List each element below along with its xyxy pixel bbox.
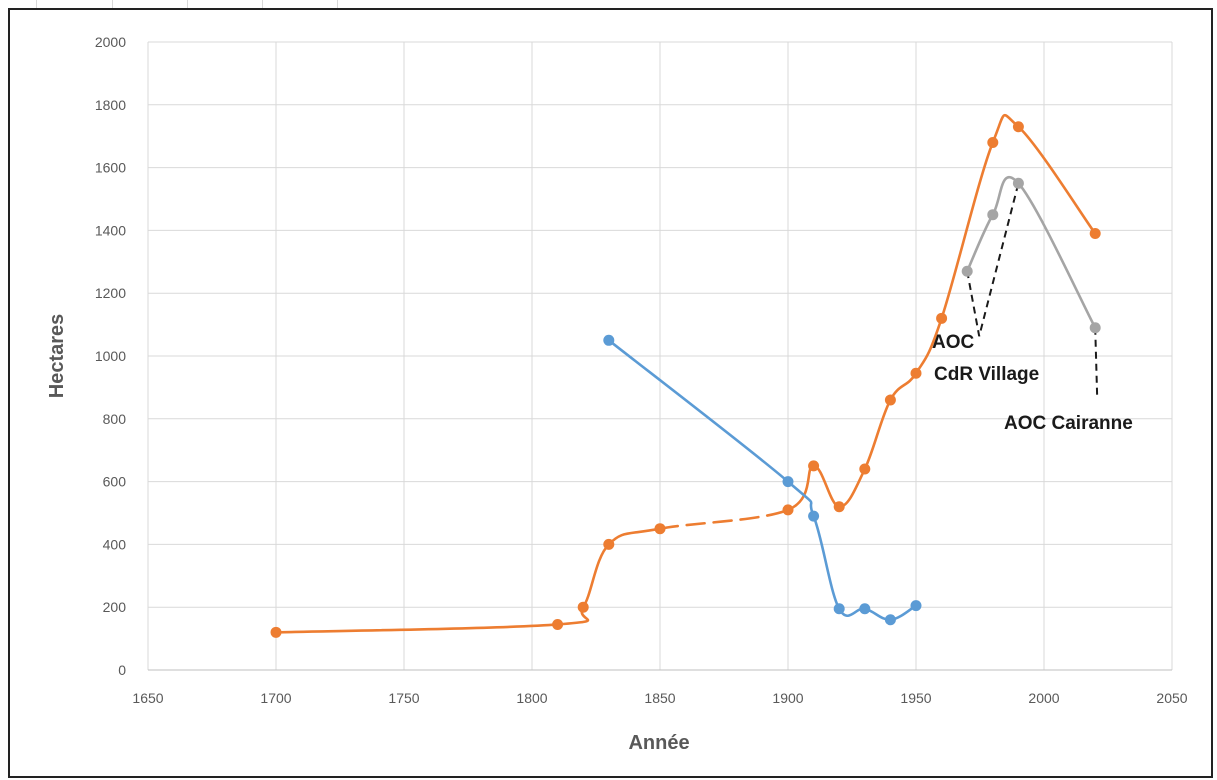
data-point xyxy=(833,501,845,513)
series-line-segment xyxy=(812,514,841,611)
data-point xyxy=(577,601,589,613)
data-point xyxy=(859,603,871,615)
series-line-segment xyxy=(274,623,559,634)
data-point xyxy=(884,394,896,406)
data-markers xyxy=(270,121,1101,638)
annotation-line: AOC xyxy=(932,332,975,353)
series-line-segment xyxy=(991,175,1020,216)
series-line-segment xyxy=(786,480,815,518)
data-point xyxy=(884,614,896,626)
data-point xyxy=(987,209,999,221)
x-tick-label: 1750 xyxy=(388,690,419,706)
data-point xyxy=(782,476,794,488)
y-tick-label: 1400 xyxy=(95,222,126,238)
data-point xyxy=(654,523,666,535)
series-line-segment xyxy=(889,371,918,402)
data-point xyxy=(833,603,845,615)
y-tick-label: 200 xyxy=(103,599,127,615)
data-point xyxy=(910,367,922,379)
series-line-segment xyxy=(1017,125,1097,235)
y-tick-label: 1000 xyxy=(95,348,126,364)
y-tick-label: 2000 xyxy=(95,34,126,50)
spreadsheet-top-strip xyxy=(0,0,1217,8)
data-point xyxy=(1012,177,1024,189)
y-tick-label: 800 xyxy=(103,411,127,427)
data-point xyxy=(270,626,282,638)
x-tick-label: 1900 xyxy=(772,690,803,706)
x-tick-label: 1700 xyxy=(260,690,291,706)
y-tick-label: 1200 xyxy=(95,285,126,301)
data-point xyxy=(910,600,922,612)
data-point xyxy=(1089,322,1101,334)
x-tick-label: 1650 xyxy=(132,690,163,706)
y-tick-label: 600 xyxy=(103,474,127,490)
series-line-segment xyxy=(991,113,1020,144)
column-divider xyxy=(187,0,188,8)
series-line-segment xyxy=(1017,182,1097,330)
data-point xyxy=(987,136,999,148)
column-divider xyxy=(337,0,338,8)
series-line-segment xyxy=(581,543,611,609)
y-tick-label: 1600 xyxy=(95,160,126,176)
x-tick-label: 1850 xyxy=(644,690,675,706)
data-point xyxy=(1089,228,1101,240)
x-tick-label: 1950 xyxy=(900,690,931,706)
x-axis-title: Année xyxy=(628,732,689,754)
x-tick-label: 2000 xyxy=(1028,690,1059,706)
data-point xyxy=(808,510,820,522)
column-divider xyxy=(262,0,263,8)
data-point xyxy=(808,460,820,472)
x-tick-label: 1800 xyxy=(516,690,547,706)
y-tick-label: 0 xyxy=(118,662,126,678)
chart-frame xyxy=(8,8,1213,778)
data-point xyxy=(603,334,615,346)
data-point xyxy=(782,504,794,516)
series-line-segment xyxy=(658,508,790,530)
data-point xyxy=(961,265,973,277)
annotation-aoc-cdr-village: AOC CdR Village xyxy=(932,332,1039,385)
leader-aoc-cairanne xyxy=(1094,327,1099,398)
data-point xyxy=(859,463,871,475)
data-point xyxy=(552,618,564,630)
series-line-segment xyxy=(837,467,867,509)
column-divider xyxy=(112,0,113,8)
annotation-aoc-cairanne: AOC Cairanne xyxy=(1004,413,1133,434)
grid-lines xyxy=(147,41,1173,671)
y-tick-label: 400 xyxy=(103,536,127,552)
series-line-segment xyxy=(786,464,815,512)
series-line-segment xyxy=(965,213,995,273)
series-line-segment xyxy=(940,141,995,320)
series-line-segment xyxy=(863,398,892,471)
annotation-line: CdR Village xyxy=(934,364,1039,385)
annotation-line: AOC Cairanne xyxy=(1004,413,1133,434)
series-line-segment xyxy=(607,339,790,483)
series-line-segment xyxy=(607,527,662,546)
annotation-leaders xyxy=(966,183,1099,398)
x-tick-labels: 1650 1700 1750 1800 1850 1900 1950 2000 2050 xyxy=(132,690,1187,706)
x-tick-label: 2050 xyxy=(1156,690,1187,706)
leader-aoc-cdr-village xyxy=(966,183,1020,337)
data-point xyxy=(936,312,948,324)
y-tick-label: 1800 xyxy=(95,97,126,113)
y-tick-labels: 0 200 400 600 800 1000 1200 1400 1600 1800 2000 xyxy=(95,34,126,678)
data-point xyxy=(1012,121,1024,133)
series-line-segment xyxy=(812,464,841,509)
y-axis-title: Hectares xyxy=(46,314,68,399)
data-point xyxy=(603,538,615,550)
column-divider xyxy=(36,0,37,8)
